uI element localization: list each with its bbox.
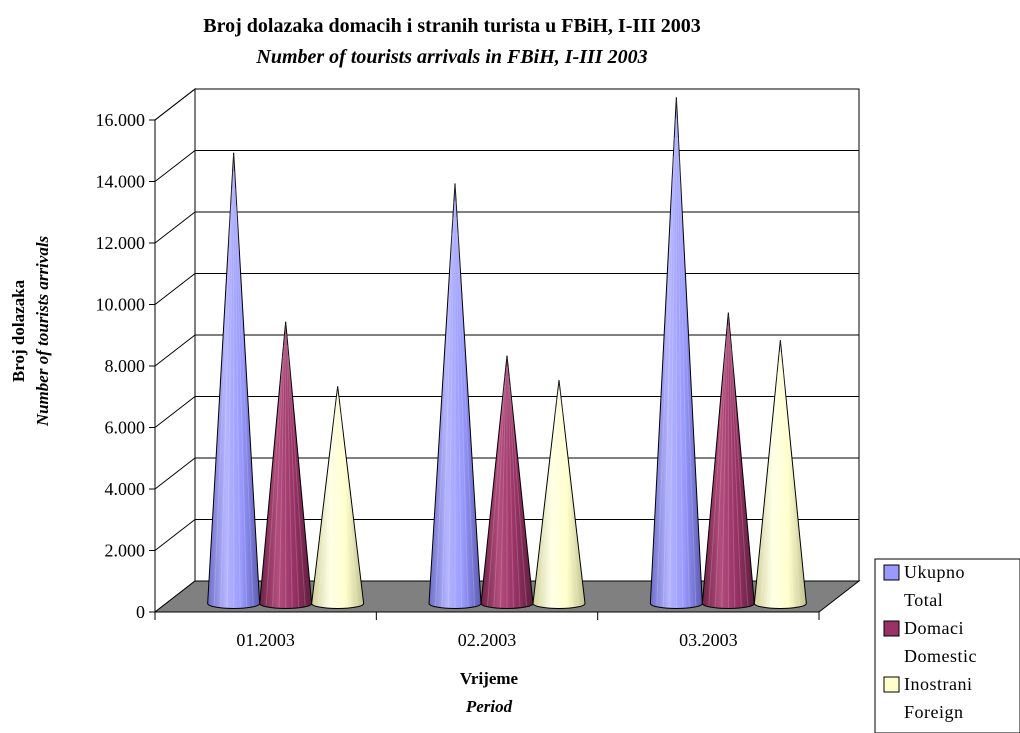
cone-inostrani-2: [753, 340, 807, 609]
y-tick-label: 0: [136, 602, 145, 622]
y-tick-label: 10.000: [96, 295, 146, 315]
y-tick-label: 8.000: [105, 356, 146, 376]
x-tick-label: 01.2003: [236, 630, 295, 650]
legend: Ukupno Total Domaci Domestic Inostrani Foreig…: [874, 558, 1020, 733]
cone-domaci-2: [701, 312, 755, 609]
legend-box: [874, 558, 1020, 733]
legend-label-en: Domestic: [904, 646, 977, 666]
legend-item-inostrani: Inostrani Foreign: [883, 674, 972, 722]
gridline-side: [154, 150, 196, 182]
gridlines: [154, 88, 859, 551]
legend-label: Ukupno: [904, 562, 965, 582]
x-axis: 01.2003 02.2003 03.2003: [154, 611, 820, 650]
cone-ukupno-0: [207, 152, 261, 609]
gridline-side: [154, 334, 196, 367]
legend-item-ukupno: Ukupno Total: [883, 562, 965, 610]
y-axis: 0 2.000 4.000 6.000 8.000 10.000 12.000 14.000 1…: [96, 110, 156, 622]
cone-domaci-0: [259, 321, 313, 609]
legend-label: Domaci: [904, 618, 964, 638]
x-tick-label: 02.2003: [458, 630, 517, 650]
gridline-side: [154, 211, 196, 244]
legend-item-domaci: Domaci Domestic: [883, 618, 977, 666]
y-axis-title-en: Number of tourists arrivals: [33, 235, 52, 427]
legend-label: Inostrani: [904, 674, 972, 694]
y-tick-label: 2.000: [105, 541, 146, 561]
chart-subtitle: Number of tourists arrivals in FBiH, I-I…: [255, 46, 647, 68]
x-tick-label: 03.2003: [679, 630, 738, 650]
y-axis-title: Broj dolazaka: [9, 279, 28, 382]
cone-domaci-1: [480, 355, 534, 609]
gridline-side: [154, 519, 196, 551]
gridline-side: [154, 396, 196, 428]
x-axis-title: Vrijeme: [460, 669, 519, 688]
legend-swatch: [883, 676, 900, 693]
y-tick-label: 6.000: [105, 418, 146, 438]
gridline-side: [154, 457, 196, 490]
y-tick-label: 14.000: [96, 172, 146, 192]
chart-title: Broj dolazaka domacih i stranih turista …: [203, 15, 700, 37]
cone-ukupno-2: [649, 97, 703, 609]
legend-swatch: [883, 564, 900, 581]
gridline-side: [154, 88, 196, 121]
legend-label-en: Total: [904, 590, 943, 610]
x-axis-title-en: Period: [465, 697, 513, 716]
cone-inostrani-1: [532, 380, 586, 609]
y-tick-label: 4.000: [105, 479, 146, 499]
legend-swatch: [883, 620, 900, 637]
gridline-side: [154, 273, 196, 305]
cone-ukupno-1: [428, 183, 482, 609]
legend-label-en: Foreign: [904, 702, 964, 722]
cone-inostrani-0: [311, 386, 365, 609]
cones: [207, 97, 807, 609]
y-tick-label: 16.000: [96, 110, 146, 130]
y-tick-label: 12.000: [96, 233, 146, 253]
